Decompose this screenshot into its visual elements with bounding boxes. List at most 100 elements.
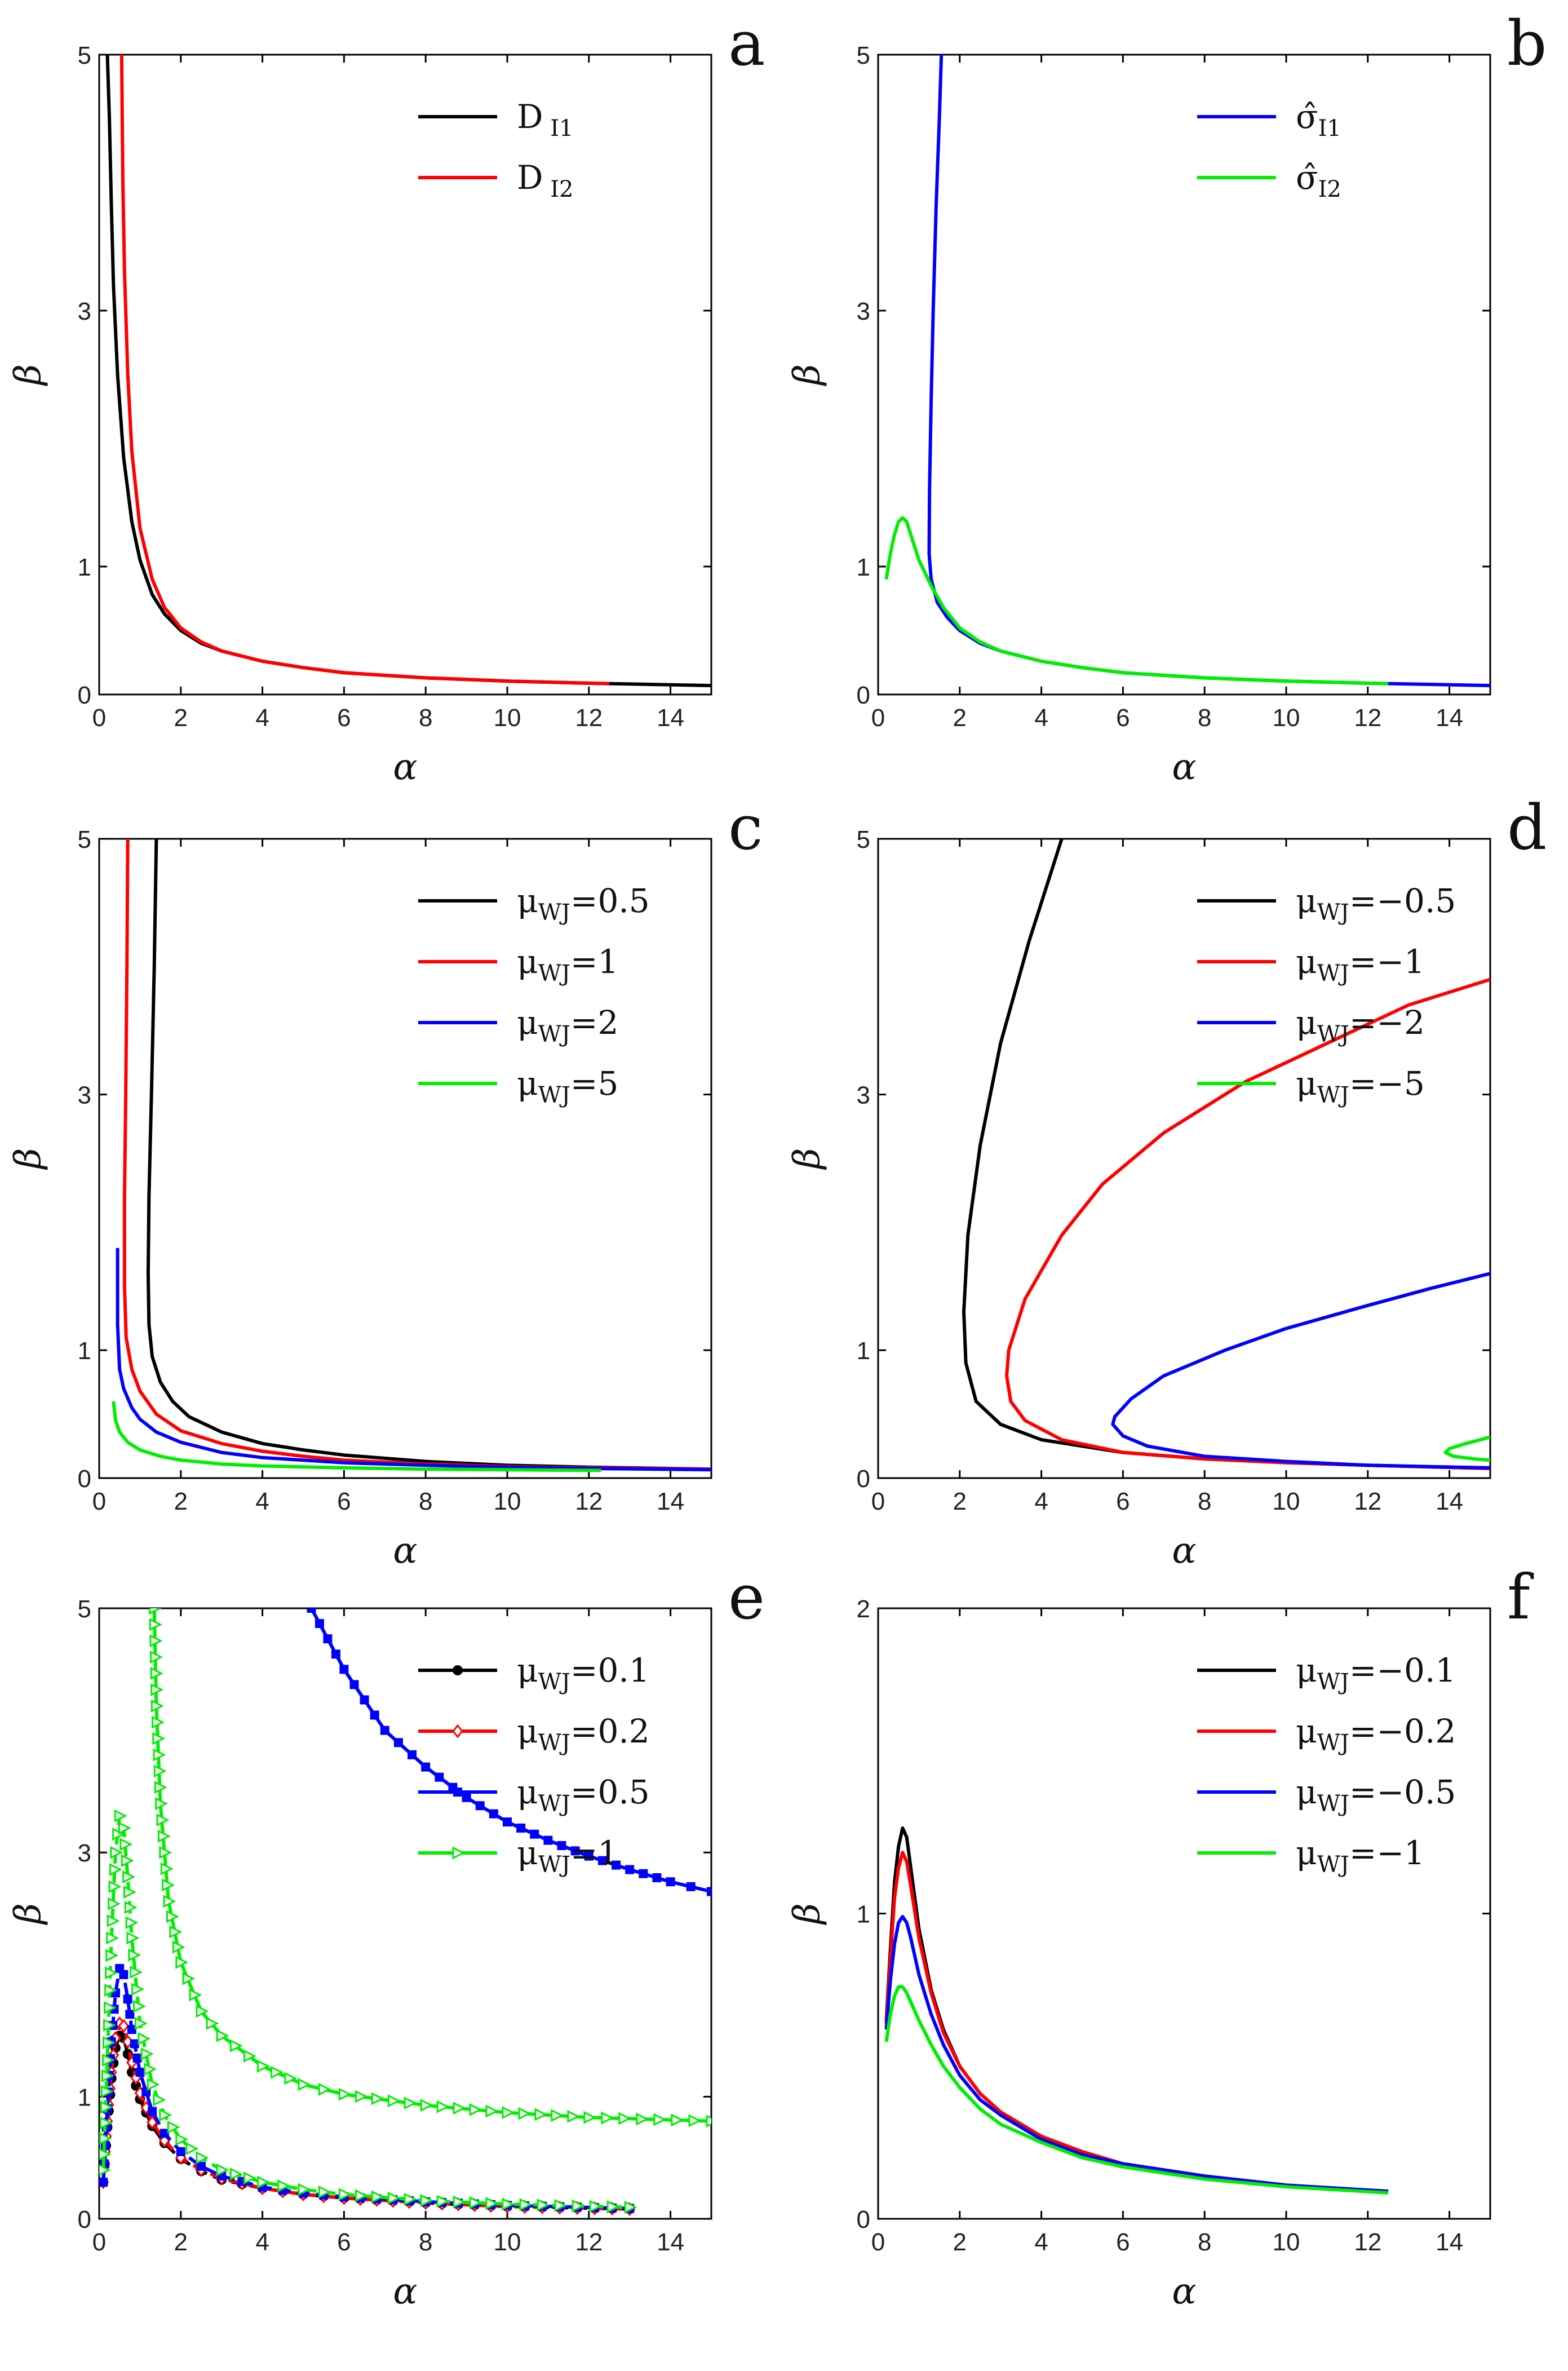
x-tick-label: 8 (1198, 704, 1211, 732)
legend-item: D I2 (418, 158, 573, 202)
legend-item: μWJ=0.1 (418, 1651, 650, 1695)
series-marker (127, 2025, 136, 2034)
series-marker (606, 2200, 620, 2214)
series-marker (176, 2147, 185, 2156)
legend-label: μWJ=−5 (1296, 1064, 1425, 1108)
legend-label: μWJ=0.2 (517, 1712, 650, 1756)
series-line-0 (101, 2034, 630, 2211)
x-tick-label: 8 (1198, 1488, 1211, 1515)
x-tick-label: 4 (1034, 1488, 1048, 1515)
series-marker (601, 2111, 614, 2125)
series-marker (453, 2102, 466, 2115)
legend-label: μWJ=−2 (1296, 1003, 1425, 1047)
legend-item: σ̂I1 (1197, 98, 1341, 141)
panel-letter: d (1507, 791, 1547, 864)
panel-b: 0 2 4 6 8 10 12 14 0 1 3 5 α β b σ̂I1 σ̂I2 (786, 7, 1547, 788)
y-tick-label: 5 (78, 826, 91, 853)
y-axis-label: β (786, 1148, 828, 1170)
series-marker (149, 1634, 163, 1648)
series-marker (543, 1835, 553, 1845)
series-marker (159, 2108, 172, 2122)
series-marker (229, 2039, 243, 2052)
y-axis-label: β (786, 364, 828, 386)
series-marker (112, 1828, 125, 1841)
series-marker (570, 1846, 580, 1856)
series-marker (153, 1748, 166, 1762)
series-marker (284, 2072, 298, 2085)
x-tick-label: 14 (657, 1488, 684, 1515)
plot-frame (877, 54, 1491, 696)
series-marker (338, 2188, 352, 2201)
series-marker (172, 1940, 185, 1954)
series-marker (130, 1966, 143, 1979)
legend-item: μWJ=1 (418, 943, 618, 987)
legend-label: μWJ=−0.2 (1296, 1712, 1456, 1756)
x-tick-label: 2 (953, 2228, 967, 2256)
series-group (99, 1608, 711, 2217)
series-line-0 (927, 55, 1490, 688)
x-axis-label: α (1172, 746, 1196, 788)
series-marker (162, 1878, 175, 1892)
x-axis-label: α (393, 1530, 417, 1572)
x-axis-label: α (1172, 2271, 1196, 2312)
series-marker (153, 2093, 166, 2107)
series-marker (469, 2196, 482, 2209)
series-marker (125, 1916, 139, 1930)
legend-item: μWJ=−1 (1197, 1834, 1425, 1878)
legend-label: μWJ=1 (517, 943, 618, 987)
y-tick-label: 0 (78, 2206, 91, 2233)
series-marker (554, 2199, 568, 2212)
x-tick-label: 0 (92, 704, 106, 732)
series-marker (537, 2199, 550, 2211)
y-axis-label: β (786, 1903, 828, 1925)
series-marker (148, 2107, 157, 2116)
series-line-1 (1005, 977, 1490, 1470)
series-line-2 (884, 1914, 1389, 2193)
series-marker (182, 1972, 196, 1985)
series-marker (166, 1910, 179, 1923)
legend-marker (453, 1665, 463, 1675)
x-tick-label: 14 (1436, 704, 1463, 732)
legend-item: μWJ=−0.2 (1197, 1712, 1456, 1756)
series-marker (124, 1901, 138, 1914)
series-marker (108, 1897, 121, 1910)
series-marker (618, 2112, 632, 2125)
series-line-0 (962, 839, 1490, 1470)
series-marker (625, 1865, 635, 1874)
x-tick-label: 14 (657, 2228, 684, 2256)
x-tick-label: 2 (174, 2228, 188, 2256)
series-marker (140, 2047, 154, 2061)
y-tick-label: 1 (78, 1337, 91, 1365)
y-axis-label: β (7, 1148, 49, 1170)
series-marker (167, 2121, 180, 2134)
x-tick-label: 0 (871, 704, 885, 732)
x-tick-label: 10 (494, 1488, 521, 1515)
y-tick-label: 0 (857, 682, 870, 709)
series-marker (318, 2082, 331, 2096)
series-marker (152, 1715, 165, 1729)
y-axis-label: β (7, 1903, 49, 1925)
series-marker (152, 1732, 166, 1745)
series-marker (331, 1649, 340, 1659)
series-marker (404, 2096, 417, 2110)
series-marker (128, 1948, 141, 1962)
x-tick-label: 4 (1034, 704, 1048, 732)
series-marker (206, 2017, 219, 2030)
legend-label: μWJ=5 (517, 1064, 618, 1108)
x-tick-label: 6 (337, 1488, 351, 1515)
legend-label: μWJ=−0.1 (1296, 1651, 1456, 1695)
panel-letter: b (1507, 7, 1547, 79)
y-tick-label: 3 (78, 1082, 91, 1109)
plot-frame (877, 838, 1491, 1479)
series-line-1 (101, 2021, 630, 2211)
series-marker (534, 2108, 548, 2121)
x-tick-label: 12 (1354, 2228, 1381, 2256)
series-marker (453, 2195, 466, 2209)
legend-item: D I1 (418, 98, 573, 141)
y-tick-label: 1 (78, 554, 91, 581)
series-marker (160, 2129, 169, 2138)
series-marker (189, 1988, 202, 2002)
series-marker (99, 2116, 113, 2130)
plot-frame (98, 838, 712, 1479)
x-tick-label: 14 (1436, 1488, 1463, 1515)
